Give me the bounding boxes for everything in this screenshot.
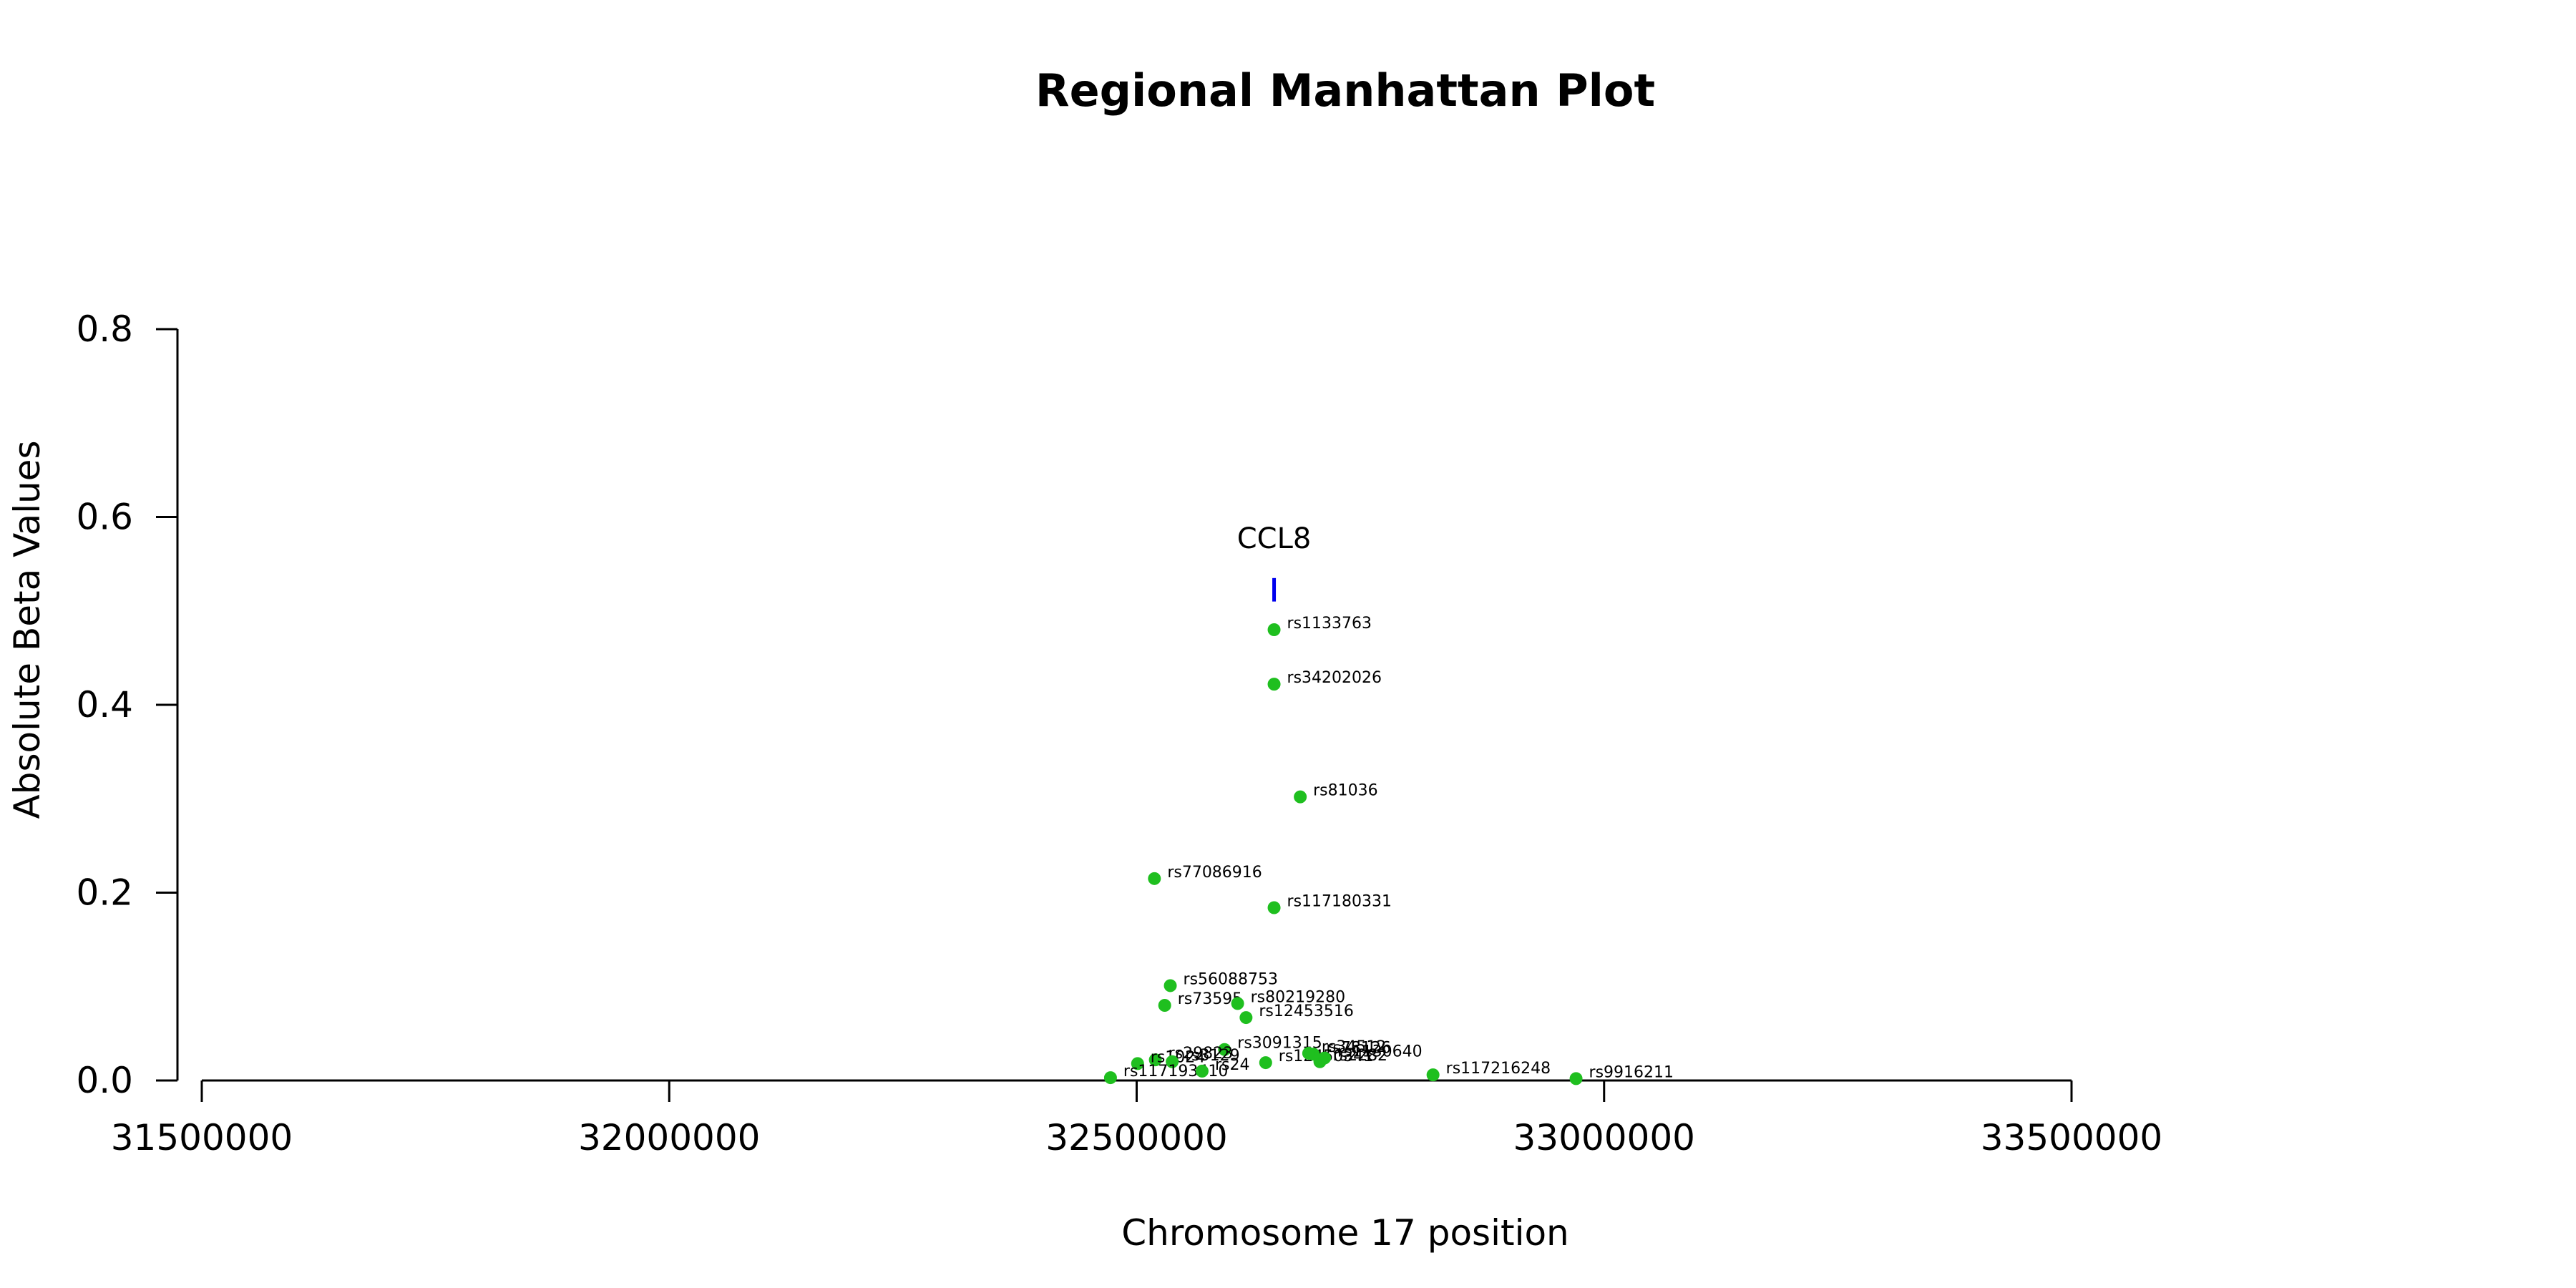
snp-label: rs117216248 (1446, 1060, 1551, 1078)
snp-label: rs81036 (1313, 782, 1378, 800)
snp-label: rs34202026 (1287, 669, 1382, 687)
snp-label: rs56088753 (1184, 970, 1278, 988)
snp-point (1267, 901, 1281, 914)
snp-label: rs2282 (1333, 1047, 1388, 1065)
snp-point (1148, 872, 1161, 885)
chart-title: Regional Manhattan Plot (1035, 64, 1655, 117)
snp-point (1426, 1068, 1440, 1082)
snp-point (1163, 979, 1177, 992)
snp-point (1259, 1056, 1272, 1070)
snp-point (1302, 1046, 1315, 1060)
snp-point (1131, 1057, 1144, 1070)
snp-label: rs3129 (1185, 1047, 1240, 1065)
snp-point (1218, 1043, 1231, 1056)
snp-point (1569, 1072, 1583, 1085)
snp-label: rs34512 (1322, 1038, 1387, 1056)
snp-label: rs117180331 (1287, 893, 1392, 911)
snp-point (1195, 1064, 1209, 1078)
y-tick-label: 0.8 (76, 308, 133, 350)
snp-point (1294, 790, 1307, 804)
snp-label: rs80219280 (1251, 988, 1345, 1006)
snp-point (1267, 678, 1281, 691)
snp-point (1103, 1071, 1117, 1085)
x-tick-label: 31500000 (111, 1117, 293, 1158)
y-tick-label: 0.4 (76, 684, 133, 726)
x-tick-label: 33000000 (1513, 1117, 1696, 1158)
snp-label: rs24 (1215, 1056, 1250, 1074)
gene-label: CCL8 (1237, 522, 1312, 555)
y-tick-label: 0.0 (76, 1060, 133, 1101)
axes: 31500000 32000000 32500000 33000000 33500000… (76, 308, 2162, 1158)
y-tick-label: 0.6 (76, 497, 133, 538)
snp-label: rs1133763 (1287, 615, 1372, 633)
snp-point (1267, 623, 1281, 636)
x-tick-label: 33500000 (1981, 1117, 2163, 1158)
x-axis-label: Chromosome 17 position (1121, 1212, 1569, 1254)
snp-label: rs1130640 (1337, 1043, 1423, 1061)
snp-point (1239, 1011, 1253, 1025)
snp-point (1318, 1051, 1332, 1065)
snp-label: rs29823 (1169, 1045, 1234, 1063)
snp-point (1158, 999, 1171, 1012)
y-axis-label: Absolute Beta Values (6, 441, 48, 819)
snp-label: rs9916211 (1589, 1063, 1674, 1081)
snp-label: rs12453516 (1259, 1002, 1353, 1020)
snp-label: rs117193410 (1123, 1063, 1228, 1080)
snp-point (1166, 1055, 1179, 1068)
snp-point (1148, 1053, 1162, 1067)
snp-label: rs78126 (1326, 1039, 1391, 1057)
snp-label: rs77086916 (1167, 864, 1262, 882)
y-tick-label: 0.2 (76, 872, 133, 914)
points-layer: rs1133763 rs34202026 rs81036 rs77086916 rs11… (1103, 615, 1674, 1085)
snp-point (1231, 997, 1244, 1010)
gene-layer: CCL8 (1237, 522, 1312, 602)
x-tick-label: 32500000 (1045, 1117, 1228, 1158)
x-tick-label: 32000000 (578, 1117, 761, 1158)
